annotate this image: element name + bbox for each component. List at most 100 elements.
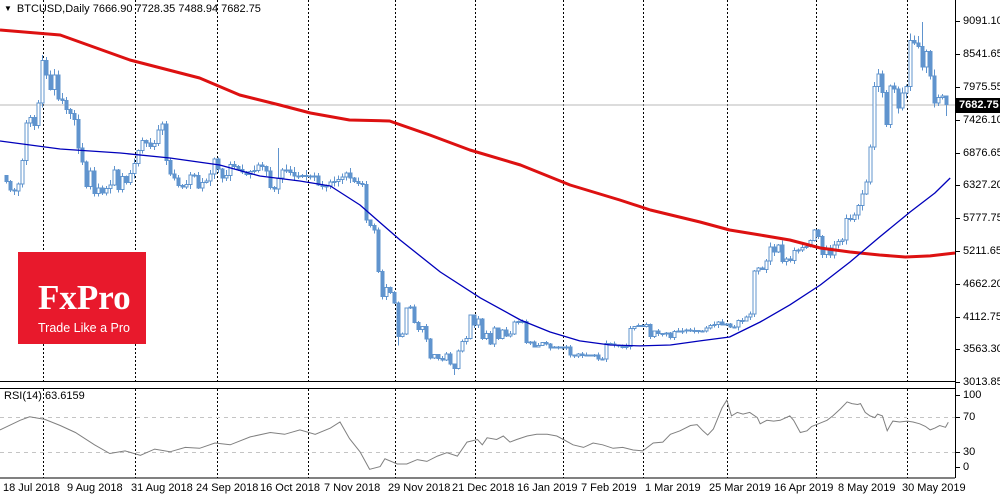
candle-body xyxy=(112,169,117,186)
candle-body xyxy=(624,345,629,348)
axis-tick xyxy=(956,451,960,453)
candle-body xyxy=(476,318,481,326)
candle-body xyxy=(28,116,33,124)
candle-body xyxy=(128,172,133,184)
time-axis-label: 18 Jul 2018 xyxy=(3,482,60,494)
candle-body xyxy=(220,168,225,179)
candle-body xyxy=(160,123,165,131)
fxpro-logo-brand: FxPro xyxy=(38,278,131,317)
candle-body xyxy=(68,108,73,114)
candle-body xyxy=(620,345,625,348)
candle-body xyxy=(580,353,585,357)
candle-body xyxy=(860,193,865,207)
candle-body xyxy=(588,354,593,357)
candlestick-series xyxy=(4,22,949,376)
ohlc-dropdown-arrow-icon[interactable]: ▼ xyxy=(4,4,12,13)
candle-body xyxy=(804,246,809,249)
candle-body xyxy=(792,250,797,261)
candle-body xyxy=(484,333,489,339)
candle-body xyxy=(852,214,857,221)
candle-body xyxy=(388,287,393,293)
candle-body xyxy=(332,181,337,184)
candle-body xyxy=(872,86,877,148)
candle-body xyxy=(772,246,777,253)
candle-body xyxy=(560,346,565,349)
axis-tick xyxy=(956,53,960,55)
candle-body xyxy=(300,174,305,177)
candle-body xyxy=(844,217,849,241)
candle-body xyxy=(440,357,445,361)
time-axis-label: 7 Feb 2019 xyxy=(581,482,637,494)
main-price-panel[interactable] xyxy=(0,0,956,383)
candle-body xyxy=(392,291,397,304)
candle-body xyxy=(528,341,533,344)
candle-body xyxy=(448,353,453,365)
candle-body xyxy=(468,314,473,340)
candle-body xyxy=(516,321,521,324)
candle-body xyxy=(212,158,217,175)
candle-body xyxy=(596,354,601,360)
candle-body xyxy=(164,123,169,161)
candle-body xyxy=(552,346,557,349)
price-axis-label: 9091.10 xyxy=(963,15,1000,27)
candle-body xyxy=(360,182,365,185)
candle-body xyxy=(904,86,909,94)
candle-body xyxy=(372,225,377,231)
time-axis[interactable]: 18 Jul 2018 9 Aug 2018 31 Aug 2018 24 Sep 2… xyxy=(0,478,1000,500)
candle-body xyxy=(892,85,897,90)
candle-body xyxy=(656,330,661,334)
candle-body xyxy=(444,353,449,361)
candle-body xyxy=(812,229,817,241)
candle-body xyxy=(276,177,281,190)
candle-body xyxy=(876,73,881,88)
candle-body xyxy=(644,324,649,328)
candle-body xyxy=(712,324,717,327)
chart-title-text: BTCUSD,Daily 7666.90 7728.35 7488.94 768… xyxy=(16,3,261,15)
axis-tick xyxy=(956,416,960,418)
candle-body xyxy=(684,329,689,332)
candle-body xyxy=(336,179,341,183)
candle-body xyxy=(856,205,861,216)
ma-slow-red-moving-average-line xyxy=(0,28,956,259)
chart-title: ▼ BTCUSD,Daily 7666.90 7728.35 7488.94 76… xyxy=(4,3,261,15)
candle-body xyxy=(108,184,113,190)
candle-body xyxy=(492,327,497,345)
candle-body xyxy=(692,329,697,332)
candle-body xyxy=(696,330,701,333)
candle-body xyxy=(740,319,745,322)
candle-body xyxy=(12,189,17,192)
candle-body xyxy=(888,85,893,126)
candle-body xyxy=(60,98,65,102)
candle-body xyxy=(500,329,505,340)
candle-body xyxy=(408,306,413,309)
candle-body xyxy=(396,302,401,338)
price-axis-label: 4112.75 xyxy=(963,310,1000,323)
candle-body xyxy=(268,170,273,189)
candle-body xyxy=(380,271,385,298)
candle-body xyxy=(52,74,57,90)
candle-body xyxy=(48,74,53,90)
candle-body xyxy=(124,176,129,184)
price-axis[interactable]: 9091.10 8541.65 7975.55 7426.10 6876.65 6327.… xyxy=(956,0,1000,478)
ma-fast-blue-moving-average-line xyxy=(0,140,951,347)
candle-body xyxy=(16,183,21,192)
candle-body xyxy=(72,112,77,120)
candle-body xyxy=(568,346,573,356)
price-axis-label: 8541.65 xyxy=(963,47,1000,60)
time-axis-label: 8 May 2019 xyxy=(838,482,896,494)
rsi-axis-label: 70 xyxy=(963,410,976,423)
candle-body xyxy=(752,270,757,315)
candle-body xyxy=(308,175,313,178)
candle-body xyxy=(40,60,45,104)
time-axis-label: 29 Nov 2018 xyxy=(388,482,451,494)
rsi-axis-label: 30 xyxy=(963,445,976,458)
candle-body xyxy=(224,175,229,179)
rsi-panel[interactable] xyxy=(0,388,956,479)
price-axis-label: 5777.75 xyxy=(963,211,1000,224)
candle-body xyxy=(508,333,513,337)
candle-body xyxy=(156,129,161,144)
candle-body xyxy=(352,177,357,183)
candle-body xyxy=(716,321,721,326)
candle-body xyxy=(140,140,145,152)
candle-body xyxy=(36,102,41,127)
